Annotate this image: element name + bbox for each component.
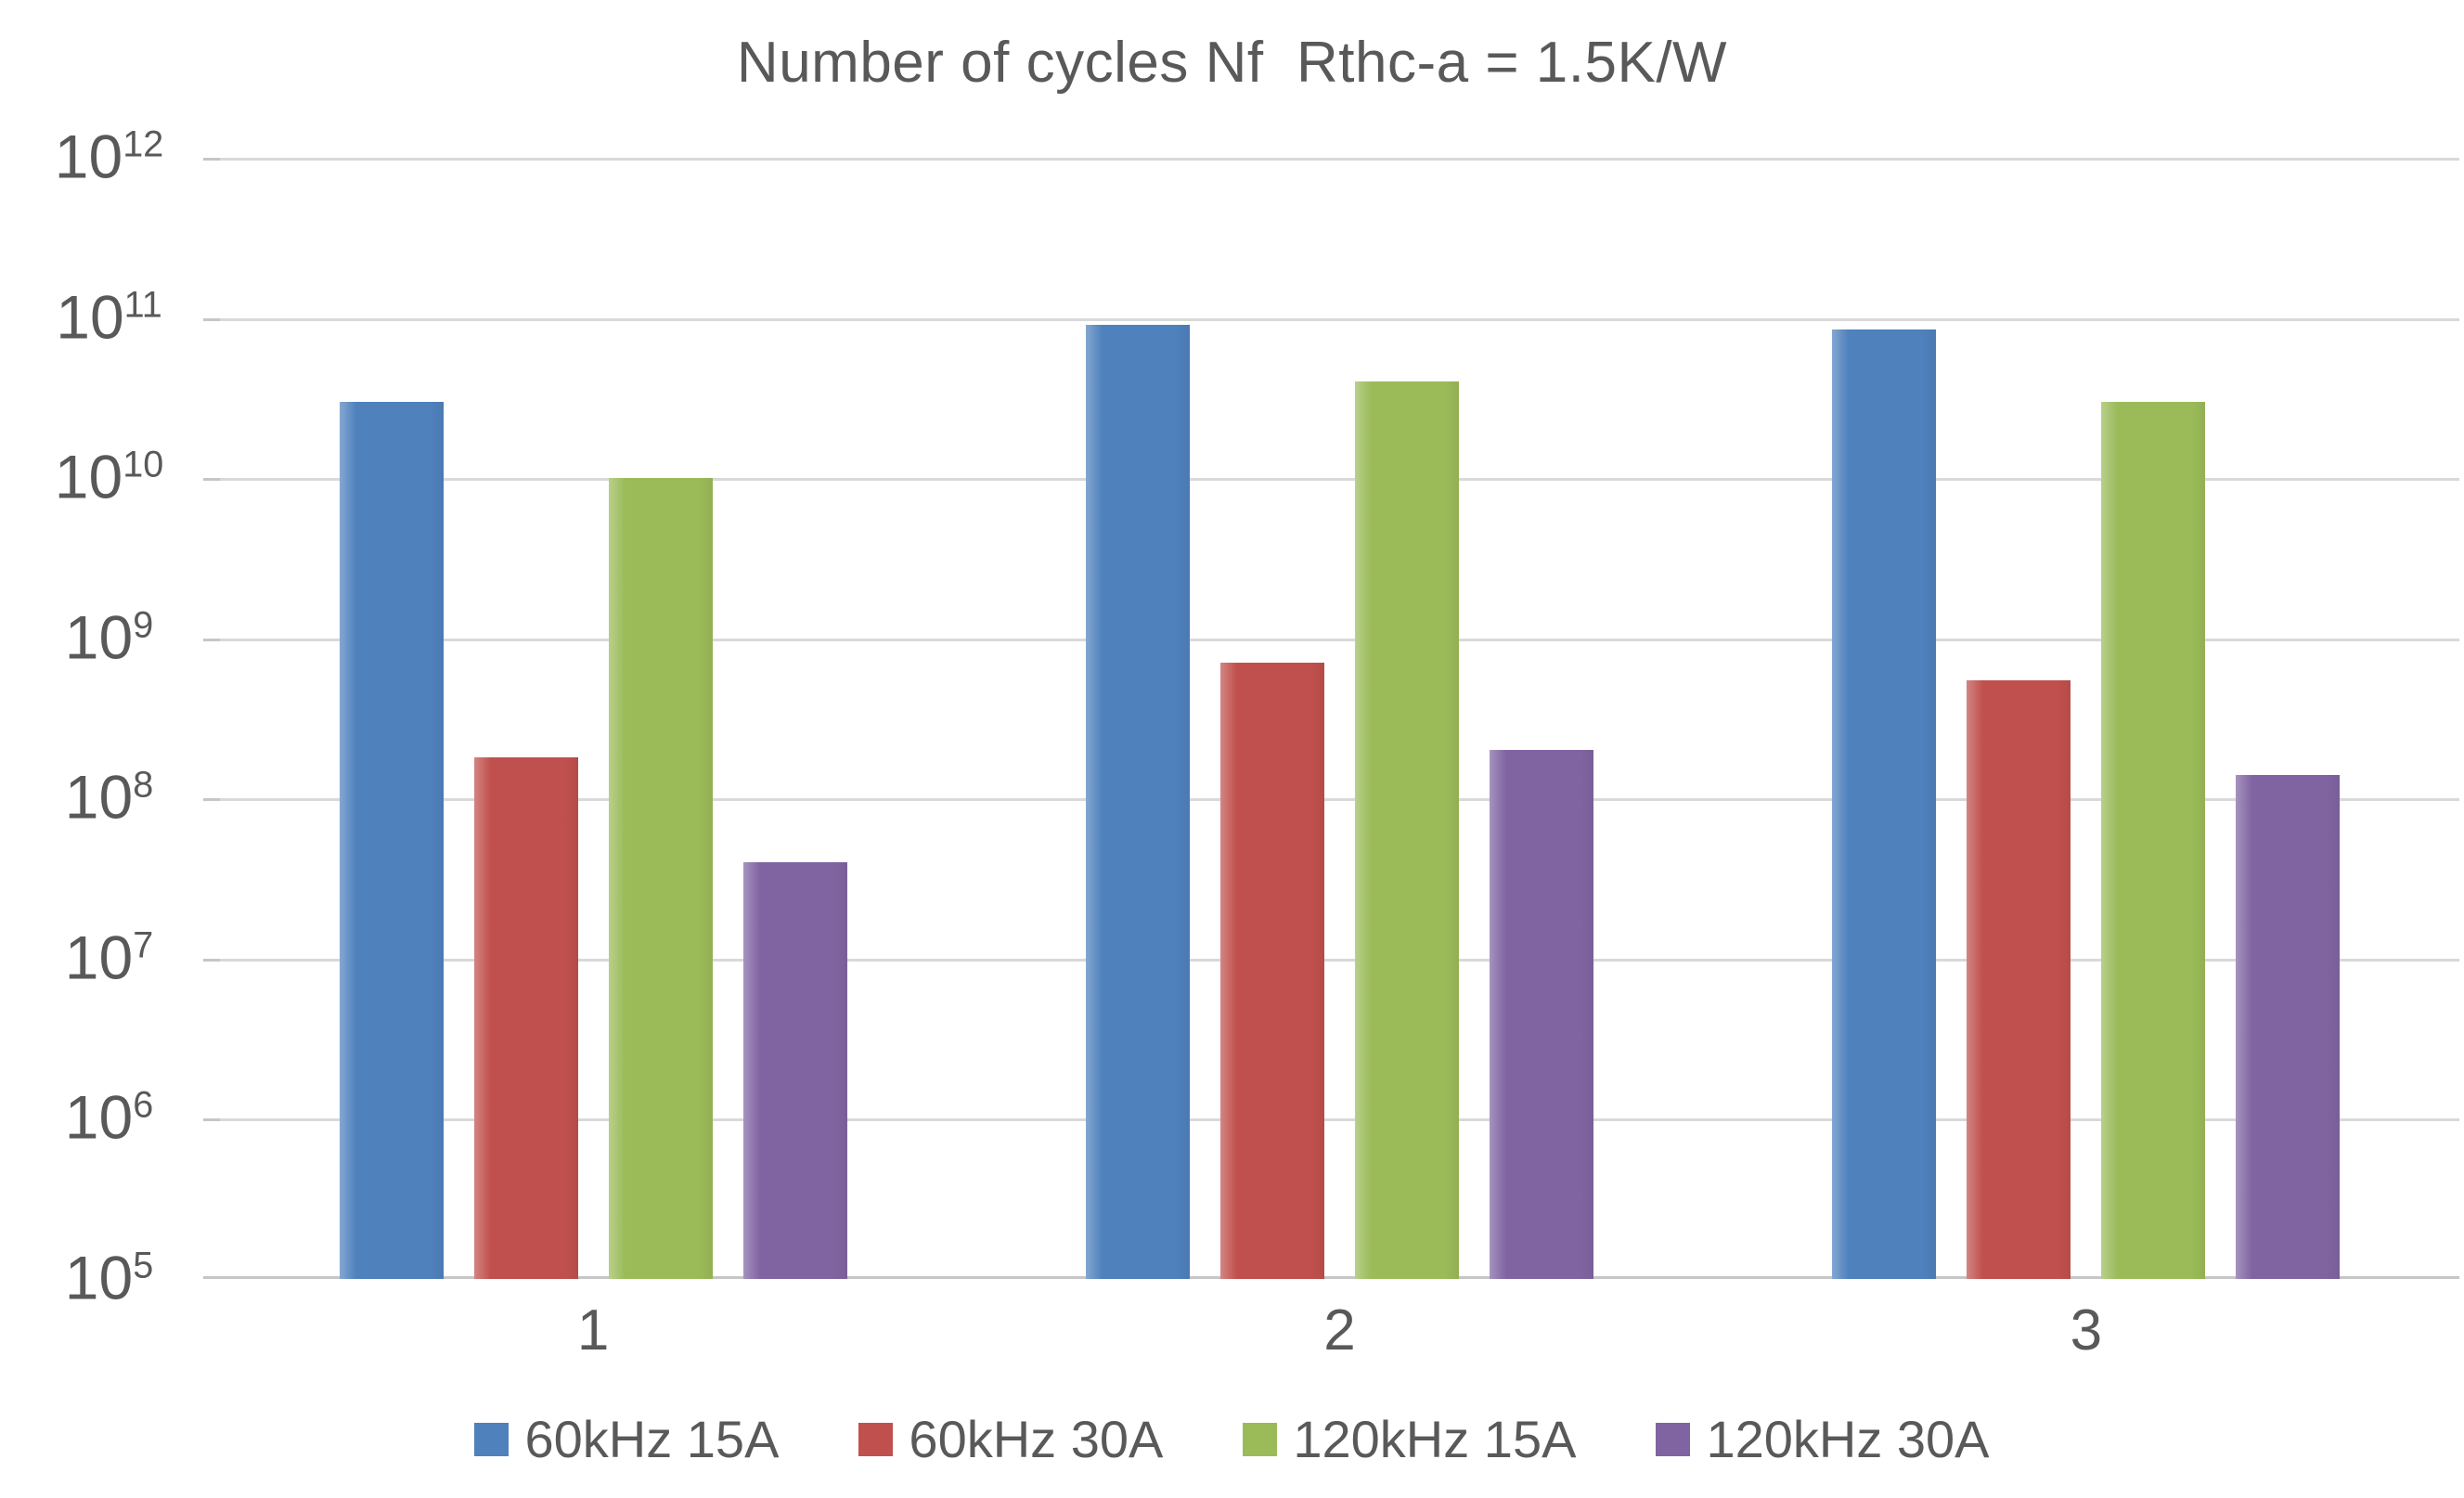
y-tick-mark: [203, 1118, 220, 1121]
bar-60khz-15a-cat2: [1085, 325, 1190, 1279]
y-axis-label-1e11: 1011: [56, 282, 162, 352]
y-axis-label-1e7: 107: [64, 923, 154, 992]
legend-item-60khz-30a: 60kHz 30A: [858, 1409, 1163, 1469]
y-axis-label-1e12: 1012: [54, 122, 164, 191]
legend-swatch-icon: [1656, 1422, 1691, 1456]
y-axis-label-1e5: 105: [64, 1243, 154, 1312]
y-axis-label-1e9: 109: [64, 602, 154, 672]
bar-60khz-30a-cat3: [1967, 680, 2071, 1279]
legend-item-120khz-15a: 120kHz 15A: [1243, 1409, 1576, 1469]
gridline-1e5: [203, 1276, 2459, 1279]
bar-120khz-15a-cat1: [608, 478, 713, 1279]
gridline-1e7: [203, 959, 2459, 962]
bar-60khz-15a-cat1: [339, 402, 444, 1279]
x-axis-label-1: 1: [576, 1298, 610, 1362]
gridline-1e8: [203, 798, 2459, 801]
legend-label: 60kHz 30A: [909, 1410, 1164, 1468]
gridline-1e11: [203, 318, 2459, 321]
y-tick-mark: [203, 1276, 220, 1279]
y-tick-mark: [203, 959, 220, 962]
y-tick-mark: [203, 639, 220, 641]
legend-swatch-icon: [858, 1422, 894, 1456]
chart-title: Number of cycles Nf Rthc-a = 1.5K/W: [736, 31, 1728, 95]
gridline-1e9: [203, 639, 2459, 641]
bar-120khz-30a-cat1: [742, 862, 847, 1279]
legend: 60kHz 15A 60kHz 30A 120kHz 15A 120kHz 30A: [0, 1409, 2464, 1469]
legend-label: 120kHz 15A: [1293, 1410, 1577, 1468]
x-axis-label-3: 3: [2070, 1298, 2103, 1362]
bar-group-2: [966, 158, 1712, 1279]
legend-label: 120kHz 30A: [1706, 1410, 1990, 1468]
bar-120khz-15a-cat2: [1354, 381, 1459, 1279]
bar-group-1: [220, 158, 966, 1279]
legend-label: 60kHz 15A: [524, 1410, 780, 1468]
legend-item-120khz-30a: 120kHz 30A: [1656, 1409, 1990, 1469]
bar-60khz-15a-cat3: [1832, 329, 1937, 1279]
legend-swatch-icon: [474, 1422, 510, 1456]
gridline-1e12: [203, 158, 2459, 161]
gridline-1e10: [203, 478, 2459, 481]
bar-120khz-30a-cat2: [1489, 750, 1593, 1279]
x-axis: 1 2 3: [220, 1298, 2459, 1363]
y-tick-mark: [203, 798, 220, 801]
bar-60khz-30a-cat1: [473, 757, 578, 1279]
bar-120khz-30a-cat3: [2236, 775, 2341, 1279]
gridline-1e6: [203, 1118, 2459, 1121]
y-axis: 1012 1011 1010 109 108 107 106 105: [19, 126, 200, 1309]
y-tick-mark: [203, 478, 220, 481]
y-axis-label-1e6: 106: [64, 1082, 154, 1152]
y-axis-label-1e8: 108: [64, 762, 154, 832]
legend-item-60khz-15a: 60kHz 15A: [474, 1409, 779, 1469]
x-axis-label-2: 2: [1323, 1298, 1356, 1362]
y-tick-mark: [203, 158, 220, 161]
y-axis-label-1e10: 1010: [54, 442, 164, 511]
bar-60khz-30a-cat2: [1219, 663, 1324, 1279]
plot-area: [203, 158, 2459, 1279]
bar-groups: [220, 158, 2459, 1279]
bar-group-3: [1713, 158, 2459, 1279]
bar-120khz-15a-cat3: [2101, 402, 2206, 1279]
y-tick-mark: [203, 318, 220, 321]
legend-swatch-icon: [1243, 1422, 1278, 1456]
